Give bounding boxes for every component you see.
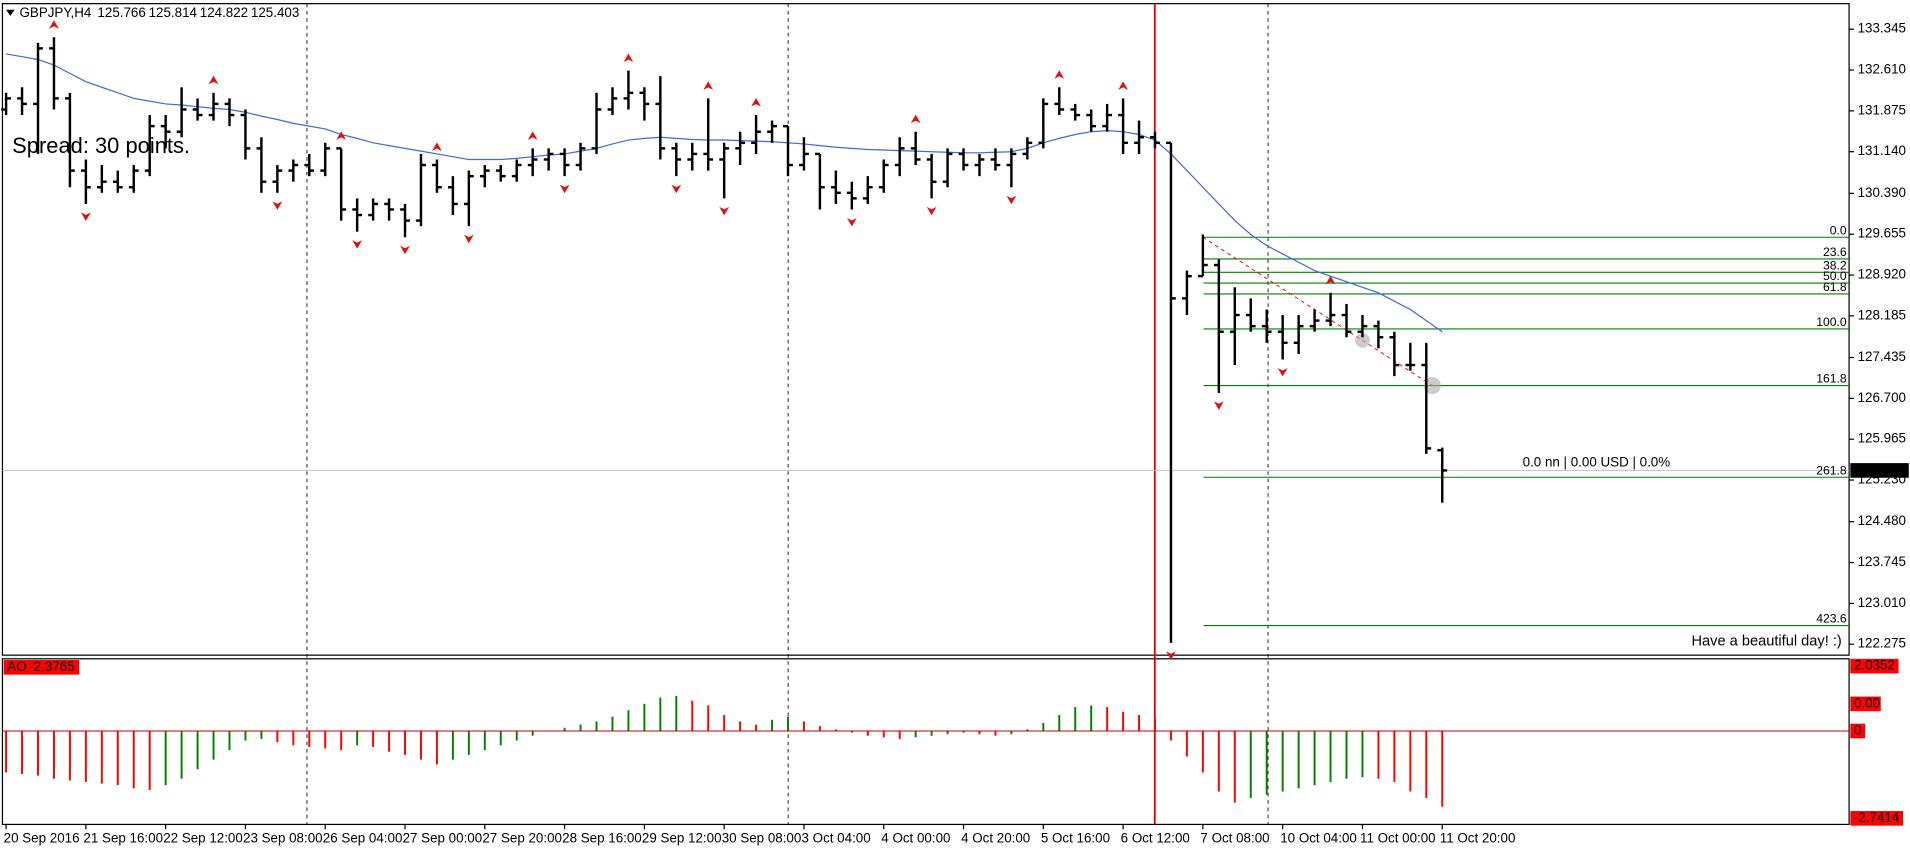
x-tick-label: 11 Oct 20:00 <box>1440 831 1516 846</box>
y-tick-label: 125.965 <box>1858 431 1906 446</box>
y-tick-label: 128.185 <box>1858 307 1906 322</box>
price-box <box>1850 463 1909 478</box>
x-tick-label: 21 Sep 16:00 <box>83 831 163 846</box>
fibo-label: 50.0 <box>1823 269 1847 283</box>
y-tick-label: 131.140 <box>1858 143 1906 158</box>
fibo-label: 61.8 <box>1823 280 1847 294</box>
x-tick-label: 5 Oct 16:00 <box>1041 831 1110 846</box>
fibo-label: 23.6 <box>1823 245 1847 259</box>
fractal-down <box>463 234 474 244</box>
spread-text: Spread: 30 points. <box>12 133 190 158</box>
fractal-up <box>1325 275 1336 285</box>
y-tick-label: 123.745 <box>1858 554 1906 569</box>
ao-name-box <box>3 660 80 675</box>
ao-value: -2.3765 <box>29 659 74 674</box>
price-label: 125.403 <box>1855 462 1903 477</box>
info-text: 0.0 nn | 0.00 USD | 0.0% <box>1523 454 1671 469</box>
symbol: GBPJPY,H4 <box>19 5 91 20</box>
x-tick-label: 11 Oct 00:00 <box>1360 831 1436 846</box>
x-tick-label: 26 Sep 04:00 <box>323 831 403 846</box>
fibo-label: 38.2 <box>1823 258 1847 272</box>
x-tick-label: 7 Oct 08:00 <box>1200 831 1269 846</box>
fractal-up <box>623 53 634 63</box>
fibo-label: 261.8 <box>1816 463 1847 477</box>
y-tick-label: 126.700 <box>1858 390 1906 405</box>
ao-level-box <box>1850 696 1881 712</box>
fractal-up <box>432 142 442 151</box>
y-tick-label: 131.875 <box>1858 102 1906 117</box>
fibo-label: 100.0 <box>1816 315 1847 329</box>
x-tick-label: 27 Sep 20:00 <box>482 831 562 846</box>
fractal-down <box>1006 195 1017 205</box>
fractal-up <box>751 97 761 107</box>
fractal-down <box>719 206 730 216</box>
fractal-down <box>671 184 682 194</box>
y-tick-label: 128.920 <box>1858 267 1906 282</box>
menu-triangle <box>6 9 15 16</box>
y-tick-label: 122.275 <box>1858 636 1906 651</box>
fractal-up <box>1118 81 1128 90</box>
fractal-down <box>846 218 857 227</box>
fractal-down <box>352 240 363 249</box>
ao-tick-box <box>1850 723 1866 739</box>
x-tick-label: 3 Oct 04:00 <box>802 831 871 846</box>
header-high: 125.814 <box>149 5 198 20</box>
y-tick-label: 132.610 <box>1858 62 1906 77</box>
y-tick-label: 123.010 <box>1858 595 1906 610</box>
x-tick-label: 28 Sep 16:00 <box>562 831 642 846</box>
x-tick-label: 22 Sep 12:00 <box>163 831 243 846</box>
fractal-down <box>81 212 91 221</box>
ao-name: AO <box>7 659 26 674</box>
header-close: 125.403 <box>251 5 299 20</box>
header-open: 125.766 <box>97 5 145 20</box>
x-tick-label: 6 Oct 12:00 <box>1121 831 1190 846</box>
ao-level-label: 0.00 <box>1854 695 1880 710</box>
header-low: 124.822 <box>200 5 248 20</box>
fractal-down <box>1213 401 1224 410</box>
x-tick-label: 4 Oct 20:00 <box>961 831 1030 846</box>
x-tick-label: 4 Oct 00:00 <box>881 831 950 846</box>
fractal-up <box>527 131 538 140</box>
y-tick-label: 127.435 <box>1858 349 1906 364</box>
y-tick-label: 129.655 <box>1858 226 1906 241</box>
x-tick-label: 27 Sep 00:00 <box>403 831 483 846</box>
fractal-up <box>1054 70 1065 79</box>
fractal-up <box>336 131 347 140</box>
fractal-down <box>1277 368 1288 377</box>
ao-panel <box>1 658 1850 826</box>
fractal-down <box>559 184 570 194</box>
y-tick-label: 133.345 <box>1858 21 1906 36</box>
ao-tick-label: 2.0352 <box>1854 658 1895 673</box>
fractal-up <box>910 114 921 124</box>
ao-tick-label: -2.7414 <box>1854 810 1900 825</box>
ao-tick-label: 0 <box>1854 723 1861 738</box>
fractal-down <box>400 245 410 255</box>
fibo-label: 161.8 <box>1816 372 1847 386</box>
trend-point <box>1355 333 1370 348</box>
fibo-label: 423.6 <box>1816 612 1847 626</box>
fractal-up <box>208 75 219 85</box>
x-tick-label: 10 Oct 04:00 <box>1280 831 1357 846</box>
y-tick-label: 130.390 <box>1858 185 1906 200</box>
fractal-down <box>1166 651 1176 660</box>
x-tick-label: 29 Sep 12:00 <box>642 831 722 846</box>
fractal-up <box>703 81 714 90</box>
fractal-down <box>926 206 937 216</box>
fractal-down <box>272 201 283 210</box>
trend-point <box>1423 377 1441 395</box>
x-tick-label: 30 Sep 08:00 <box>722 831 802 846</box>
x-tick-label: 23 Sep 08:00 <box>243 831 323 846</box>
fibo-label: 0.0 <box>1830 223 1847 237</box>
fractal-up <box>49 20 59 29</box>
x-tick-label: 20 Sep 2016 <box>4 831 80 846</box>
y-tick-label: 124.480 <box>1858 513 1906 528</box>
ao-tick-box <box>1850 658 1899 674</box>
ao-tick-box <box>1850 811 1904 826</box>
greeting: Have a beautiful day! :) <box>1692 634 1842 650</box>
